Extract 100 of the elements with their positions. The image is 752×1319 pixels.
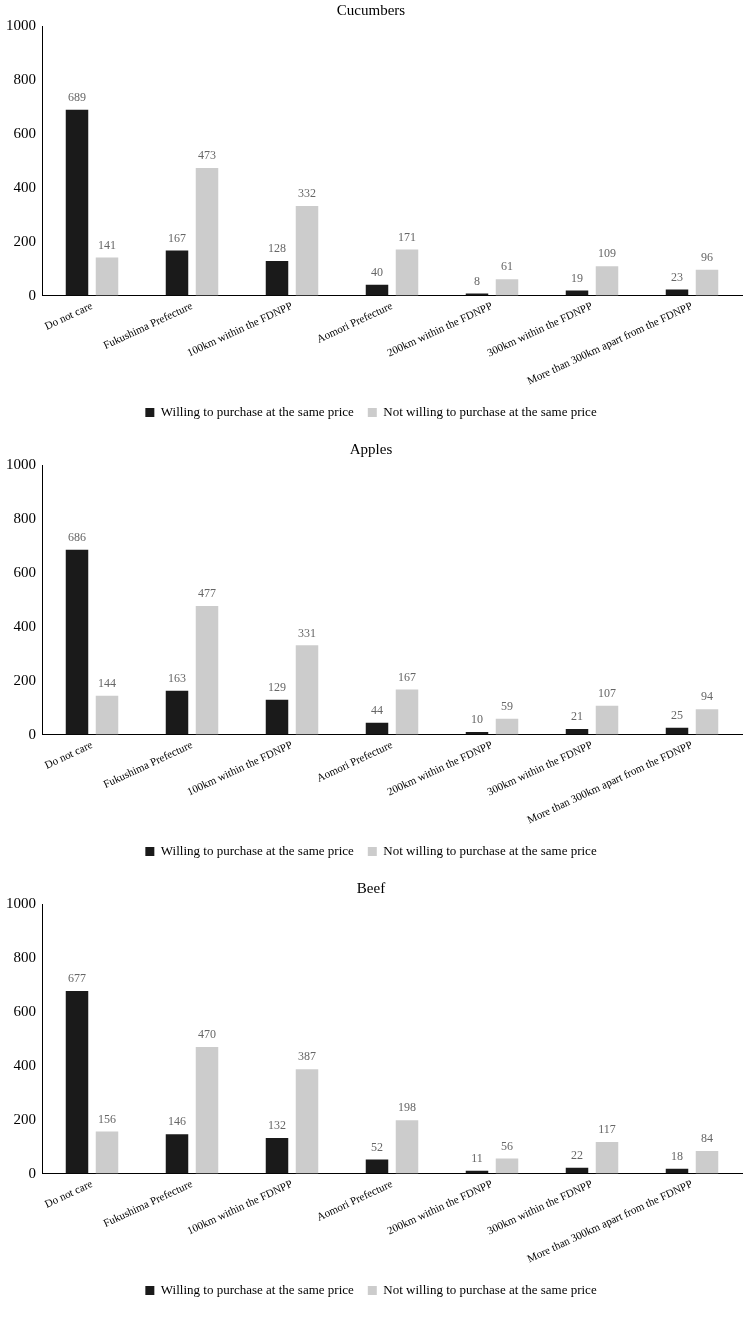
data-label: 132 xyxy=(268,1118,286,1133)
data-label: 109 xyxy=(598,246,616,261)
data-label: 44 xyxy=(371,702,383,717)
y-tick-label: 200 xyxy=(13,671,36,688)
bar xyxy=(365,722,389,735)
bar xyxy=(365,1159,389,1174)
data-label: 21 xyxy=(571,709,583,724)
data-label: 107 xyxy=(598,685,616,700)
bar xyxy=(195,168,219,296)
data-label: 470 xyxy=(198,1027,216,1042)
data-label: 128 xyxy=(268,241,286,256)
data-label: 40 xyxy=(371,264,383,279)
legend-label: Not willing to purchase at the same price xyxy=(383,1281,597,1297)
bar xyxy=(295,1069,319,1174)
x-tick-label: Do not care xyxy=(42,738,95,771)
bar xyxy=(195,606,219,735)
data-label: 19 xyxy=(571,270,583,285)
bar xyxy=(65,549,89,735)
legend-label: Not willing to purchase at the same price xyxy=(383,842,597,858)
data-label: 96 xyxy=(701,249,713,264)
y-tick-label: 600 xyxy=(13,563,36,580)
y-tick-label: 800 xyxy=(13,948,36,965)
data-label: 59 xyxy=(501,698,513,713)
data-label: 25 xyxy=(671,708,683,723)
x-tick-label: Do not care xyxy=(42,299,95,332)
bar xyxy=(395,689,419,735)
data-label: 10 xyxy=(471,712,483,727)
bar xyxy=(565,290,589,296)
chart-title: Apples xyxy=(349,440,393,457)
bar xyxy=(595,1142,619,1174)
data-label: 156 xyxy=(98,1111,116,1126)
data-label: 52 xyxy=(371,1139,383,1154)
bar xyxy=(265,261,289,296)
data-label: 56 xyxy=(501,1138,513,1153)
bar xyxy=(495,279,519,296)
bar xyxy=(495,1158,519,1174)
data-label: 117 xyxy=(598,1122,616,1137)
data-label: 686 xyxy=(68,529,86,544)
bar xyxy=(295,645,319,735)
bar xyxy=(365,284,389,296)
bar xyxy=(595,705,619,735)
data-label: 141 xyxy=(98,237,116,252)
y-tick-label: 600 xyxy=(13,1002,36,1019)
data-label: 8 xyxy=(474,273,480,288)
data-label: 163 xyxy=(168,670,186,685)
data-label: 167 xyxy=(168,230,186,245)
chart-title: Beef xyxy=(356,879,386,896)
bar xyxy=(65,109,89,296)
data-label: 198 xyxy=(398,1100,416,1115)
data-label: 84 xyxy=(701,1131,713,1146)
y-tick-label: 0 xyxy=(28,286,36,303)
bar xyxy=(395,1120,419,1174)
bar xyxy=(95,695,119,735)
y-tick-label: 1000 xyxy=(6,894,36,911)
data-label: 94 xyxy=(701,689,713,704)
bar xyxy=(695,709,719,735)
data-label: 23 xyxy=(671,269,683,284)
bar xyxy=(265,699,289,735)
y-tick-label: 800 xyxy=(13,509,36,526)
bar xyxy=(165,690,189,735)
bar xyxy=(95,257,119,296)
data-label: 22 xyxy=(571,1147,583,1162)
y-tick-label: 1000 xyxy=(6,455,36,472)
bar xyxy=(695,1150,719,1174)
data-label: 144 xyxy=(98,675,116,690)
y-tick-label: 0 xyxy=(28,725,36,742)
y-tick-label: 400 xyxy=(13,1056,36,1073)
y-tick-label: 200 xyxy=(13,1110,36,1127)
legend-label: Willing to purchase at the same price xyxy=(160,1281,355,1297)
data-label: 473 xyxy=(198,148,216,163)
y-tick-label: 0 xyxy=(28,1164,36,1181)
bar xyxy=(695,269,719,296)
y-tick-label: 600 xyxy=(13,124,36,141)
legend-label: Willing to purchase at the same price xyxy=(160,403,355,419)
bar xyxy=(465,293,489,296)
x-tick-label: Do not care xyxy=(42,1177,95,1210)
legend-label: Willing to purchase at the same price xyxy=(160,842,355,858)
chart-title: Cucumbers xyxy=(336,1,406,18)
data-label: 61 xyxy=(501,259,513,274)
data-label: 167 xyxy=(398,669,416,684)
bar xyxy=(395,249,419,296)
data-label: 332 xyxy=(298,186,316,201)
data-label: 477 xyxy=(198,586,216,601)
bar xyxy=(95,1131,119,1174)
data-label: 146 xyxy=(168,1114,186,1129)
data-label: 677 xyxy=(68,971,86,986)
bar xyxy=(495,718,519,735)
bar xyxy=(165,250,189,296)
y-tick-label: 400 xyxy=(13,617,36,634)
bar xyxy=(195,1046,219,1174)
bar xyxy=(265,1138,289,1174)
data-label: 171 xyxy=(398,229,416,244)
bar xyxy=(665,289,689,296)
data-label: 129 xyxy=(268,679,286,694)
data-label: 331 xyxy=(298,625,316,640)
data-label: 689 xyxy=(68,90,86,104)
y-tick-label: 200 xyxy=(13,232,36,249)
y-tick-label: 400 xyxy=(13,178,36,195)
bar xyxy=(595,266,619,296)
y-tick-label: 800 xyxy=(13,70,36,87)
